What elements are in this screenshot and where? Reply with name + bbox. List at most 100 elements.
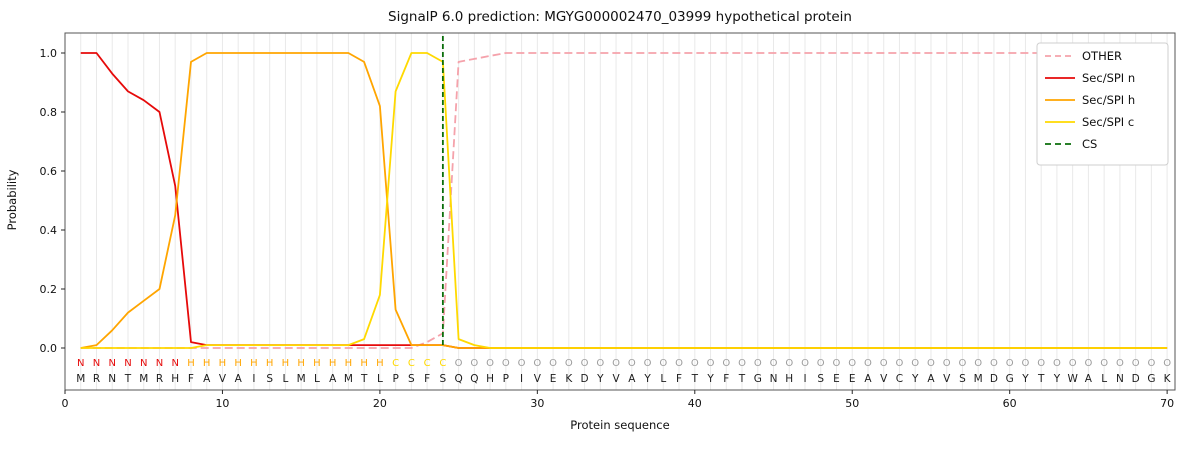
y-axis-label: Probability <box>5 169 19 230</box>
sequence-letter: C <box>896 373 903 385</box>
region-label: O <box>518 358 526 369</box>
region-label: H <box>250 358 258 369</box>
sequence-letter: F <box>723 373 729 385</box>
region-label: H <box>282 358 290 369</box>
region-label: O <box>1006 358 1014 369</box>
region-label: O <box>896 358 904 369</box>
sequence-letter: S <box>440 373 447 385</box>
sequence-letter: G <box>1006 373 1014 385</box>
region-label: H <box>313 358 321 369</box>
region-label: O <box>470 358 478 369</box>
sequence-letter: V <box>219 373 227 385</box>
region-label: O <box>455 358 463 369</box>
region-label: H <box>266 358 274 369</box>
region-label: H <box>345 358 353 369</box>
gridlines <box>80 33 1168 390</box>
region-label: H <box>329 358 337 369</box>
sequence-letter: D <box>990 373 998 385</box>
y-tick-label: 0.2 <box>40 283 58 296</box>
sequence-letter: T <box>360 373 368 385</box>
region-label: H <box>297 358 305 369</box>
sequence-letter: L <box>282 373 288 385</box>
curve-sec-spi-h <box>80 52 1168 349</box>
region-label: O <box>1163 358 1171 369</box>
sequence-letter: R <box>93 373 100 385</box>
y-tick-label: 0.0 <box>40 342 58 355</box>
region-label: O <box>675 358 683 369</box>
region-label: O <box>754 358 762 369</box>
curve-sec-spi-n <box>80 52 1168 349</box>
region-label: O <box>565 358 573 369</box>
region-label: O <box>738 358 746 369</box>
region-label: O <box>596 358 604 369</box>
curve-sec-spi-c <box>80 52 1168 349</box>
region-label: H <box>376 358 384 369</box>
region-label: O <box>959 358 967 369</box>
region-label: O <box>628 358 636 369</box>
sequence-letter: Y <box>911 373 919 385</box>
sequence-letter: P <box>503 373 509 385</box>
region-label: O <box>707 358 715 369</box>
sequence-letter: V <box>880 373 888 385</box>
region-label: O <box>785 358 793 369</box>
region-label: N <box>171 358 178 369</box>
sequence-letter: N <box>770 373 778 385</box>
region-label: O <box>770 358 778 369</box>
region-label: N <box>124 358 131 369</box>
sequence-letter: V <box>534 373 542 385</box>
y-tick-label: 0.6 <box>40 165 58 178</box>
region-label: O <box>817 358 825 369</box>
x-tick-label: 20 <box>373 397 387 410</box>
sequence-letter: F <box>676 373 682 385</box>
sequence-letter: R <box>156 373 163 385</box>
legend-entry-label: Sec/SPI n <box>1082 71 1135 85</box>
region-label: O <box>1037 358 1045 369</box>
sequence-letter: T <box>1037 373 1045 385</box>
sequence-letter: E <box>833 373 840 385</box>
region-label: O <box>990 358 998 369</box>
plot-frame <box>64 32 1176 391</box>
region-label: O <box>927 358 935 369</box>
sequence-letter: A <box>329 373 337 385</box>
sequence-letter: Y <box>643 373 651 385</box>
sequence-letter: V <box>612 373 620 385</box>
region-label: O <box>659 358 667 369</box>
x-tick-label: 0 <box>62 397 69 410</box>
region-label: H <box>234 358 242 369</box>
region-label: N <box>77 358 84 369</box>
region-label: C <box>408 358 415 369</box>
sequence-letter: Y <box>1053 373 1061 385</box>
region-label: N <box>93 358 100 369</box>
region-label: O <box>549 358 557 369</box>
sequence-letter: Y <box>1021 373 1029 385</box>
region-label: O <box>1084 358 1092 369</box>
legend-entry-label: Sec/SPI h <box>1082 93 1135 107</box>
region-label: O <box>1100 358 1108 369</box>
region-label: O <box>1132 358 1140 369</box>
sequence-letter: M <box>139 373 148 385</box>
sequence-letter: S <box>266 373 273 385</box>
sequence-letter: D <box>581 373 589 385</box>
chart-title: SignalP 6.0 prediction: MGYG000002470_03… <box>388 9 852 25</box>
region-label: O <box>801 358 809 369</box>
region-label: H <box>360 358 368 369</box>
sequence-letter: E <box>550 373 557 385</box>
sequence-letter: I <box>803 373 806 385</box>
region-label: C <box>439 358 446 369</box>
axes: 0 10 20 30 40 50 60 70 0.0 0.2 0.4 0.6 0.8 1.0 <box>40 32 1176 410</box>
sequence-letter: A <box>927 373 935 385</box>
sequence-letter: A <box>628 373 636 385</box>
region-label: O <box>533 358 541 369</box>
region-label: O <box>1069 358 1077 369</box>
legend-entry-label: OTHER <box>1082 49 1122 63</box>
sequence-letter: A <box>864 373 872 385</box>
sequence-letter: T <box>124 373 132 385</box>
sequence-letter: S <box>959 373 966 385</box>
x-tick-label: 50 <box>845 397 859 410</box>
sequence-letter: K <box>1164 373 1172 385</box>
region-label: O <box>1147 358 1155 369</box>
sequence-letter: T <box>738 373 746 385</box>
legend-box <box>1036 42 1169 166</box>
sequence-letter: F <box>188 373 194 385</box>
